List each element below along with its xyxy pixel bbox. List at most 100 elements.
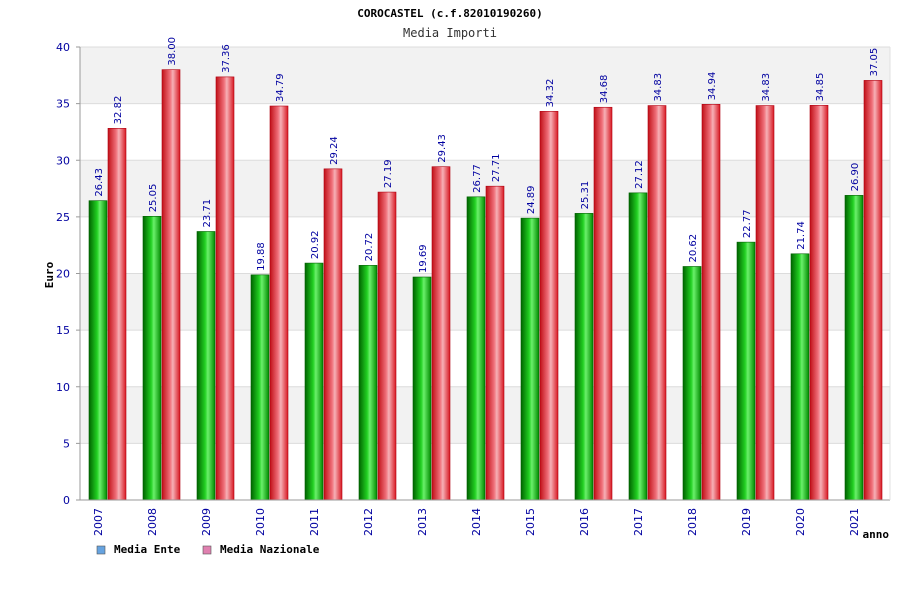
x-tick-label-2016: 2016 [578,508,591,536]
y-tick-label-40: 40 [56,41,70,54]
x-tick-label-2010: 2010 [254,508,267,536]
x-tick-label-2007: 2007 [92,508,105,536]
data-label-media-nazionale-2011: 29.24 [329,136,340,165]
y-tick-label-25: 25 [56,211,70,224]
data-label-media-ente-2019: 22.77 [742,209,753,238]
bar-media-nazionale-2007 [107,128,127,501]
bar-media-ente-2009 [196,231,216,501]
legend-swatch-media-ente [96,545,106,555]
legend-swatch-media-nazionale [202,545,212,555]
bar-media-nazionale-2015 [539,111,559,501]
data-label-media-ente-2018: 20.62 [688,234,699,263]
bar-media-nazionale-2017 [647,105,667,501]
data-label-media-ente-2012: 20.72 [364,233,375,262]
x-tick-label-2018: 2018 [686,508,699,536]
data-label-media-ente-2010: 19.88 [256,242,267,271]
plot-band [80,103,890,161]
y-axis-label: Euro [43,261,56,288]
x-tick-label-2014: 2014 [470,508,483,536]
legend: Media Ente Media Nazionale [96,543,320,556]
y-tick-label-10: 10 [56,381,70,394]
bar-media-nazionale-2014 [485,185,505,501]
data-label-media-nazionale-2012: 27.19 [383,159,394,188]
bar-media-nazionale-2010 [269,105,289,501]
plot-band [80,47,890,104]
bar-media-nazionale-2012 [377,191,397,501]
x-axis-label: anno [863,528,890,541]
bar-media-nazionale-2019 [755,105,775,501]
y-tick-label-30: 30 [56,154,70,167]
data-label-media-ente-2016: 25.31 [580,181,591,210]
data-label-media-ente-2021: 26.90 [850,163,861,192]
data-label-media-ente-2011: 20.92 [310,230,321,259]
data-label-media-ente-2008: 25.05 [148,184,159,213]
y-tick-label-20: 20 [56,268,70,281]
bar-media-ente-2008 [142,216,162,501]
bar-media-ente-2018 [682,266,702,501]
data-label-media-nazionale-2019: 34.83 [761,73,772,102]
data-label-media-nazionale-2008: 38.00 [167,37,178,66]
data-label-media-ente-2007: 26.43 [94,168,105,197]
data-label-media-nazionale-2018: 34.94 [707,72,718,101]
data-label-media-ente-2009: 23.71 [202,199,213,228]
data-label-media-nazionale-2013: 29.43 [437,134,448,163]
x-tick-label-2020: 2020 [794,508,807,536]
chart-title: COROCASTEL (c.f.82010190260) [357,7,542,20]
data-label-media-nazionale-2021: 37.05 [869,48,880,77]
x-tick-label-2013: 2013 [416,508,429,536]
bar-media-ente-2016 [574,213,594,501]
bar-media-ente-2010 [250,274,270,501]
x-tick-label-2011: 2011 [308,508,321,536]
y-tick-label-5: 5 [63,437,70,450]
data-label-media-ente-2017: 27.12 [634,160,645,189]
data-label-media-nazionale-2016: 34.68 [599,75,610,104]
data-label-media-ente-2013: 19.69 [418,244,429,273]
bars-group [88,69,883,501]
bar-media-nazionale-2008 [161,69,181,501]
data-label-media-nazionale-2015: 34.32 [545,79,556,108]
x-tick-label-2019: 2019 [740,508,753,536]
legend-label-media-ente: Media Ente [114,543,181,556]
bar-media-nazionale-2018 [701,104,721,501]
bar-media-ente-2017 [628,192,648,501]
bar-media-nazionale-2011 [323,168,343,501]
data-label-media-nazionale-2020: 34.85 [815,73,826,102]
x-tick-labels: 2007 2008 2009 2010 2011 2012 2013 2014 2015 2016… [92,508,861,536]
legend-label-media-nazionale: Media Nazionale [220,543,320,556]
data-label-media-nazionale-2014: 27.71 [491,154,502,183]
x-tick-label-2012: 2012 [362,508,375,536]
x-tick-label-2017: 2017 [632,508,645,536]
bar-media-nazionale-2009 [215,76,235,501]
bar-media-nazionale-2016 [593,106,613,501]
data-label-media-ente-2020: 21.74 [796,221,807,250]
data-label-media-ente-2014: 26.77 [472,164,483,193]
bar-media-ente-2015 [520,217,540,501]
chart-subtitle: Media Importi [403,26,497,40]
data-label-media-nazionale-2017: 34.83 [653,73,664,102]
x-tick-label-2021: 2021 [848,508,861,536]
bar-media-ente-2020 [790,253,810,501]
y-tick-label-0: 0 [63,494,70,507]
bar-media-ente-2014 [466,196,486,501]
x-tick-label-2008: 2008 [146,508,159,536]
bar-media-nazionale-2013 [431,166,451,501]
x-tick-label-2015: 2015 [524,508,537,536]
bar-media-nazionale-2021 [863,80,883,501]
data-label-media-ente-2015: 24.89 [526,185,537,214]
bar-media-ente-2012 [358,265,378,501]
y-tick-label-15: 15 [56,324,70,337]
data-label-media-nazionale-2010: 34.79 [275,73,286,102]
data-labels-group: 26.43 25.05 23.71 19.88 20.92 20.72 19.69 26.77… [94,37,880,273]
bar-media-ente-2021 [844,195,864,501]
data-label-media-nazionale-2009: 37.36 [221,44,232,73]
bar-media-ente-2011 [304,262,324,501]
y-tick-label-35: 35 [56,98,70,111]
bar-media-nazionale-2020 [809,105,829,501]
x-tick-label-2009: 2009 [200,508,213,536]
y-tick-labels: 0 5 10 15 20 25 30 35 40 [56,41,80,507]
bar-media-ente-2007 [88,200,108,501]
data-label-media-nazionale-2007: 32.82 [113,96,124,125]
bar-media-ente-2019 [736,241,756,501]
bar-media-ente-2013 [412,276,432,501]
